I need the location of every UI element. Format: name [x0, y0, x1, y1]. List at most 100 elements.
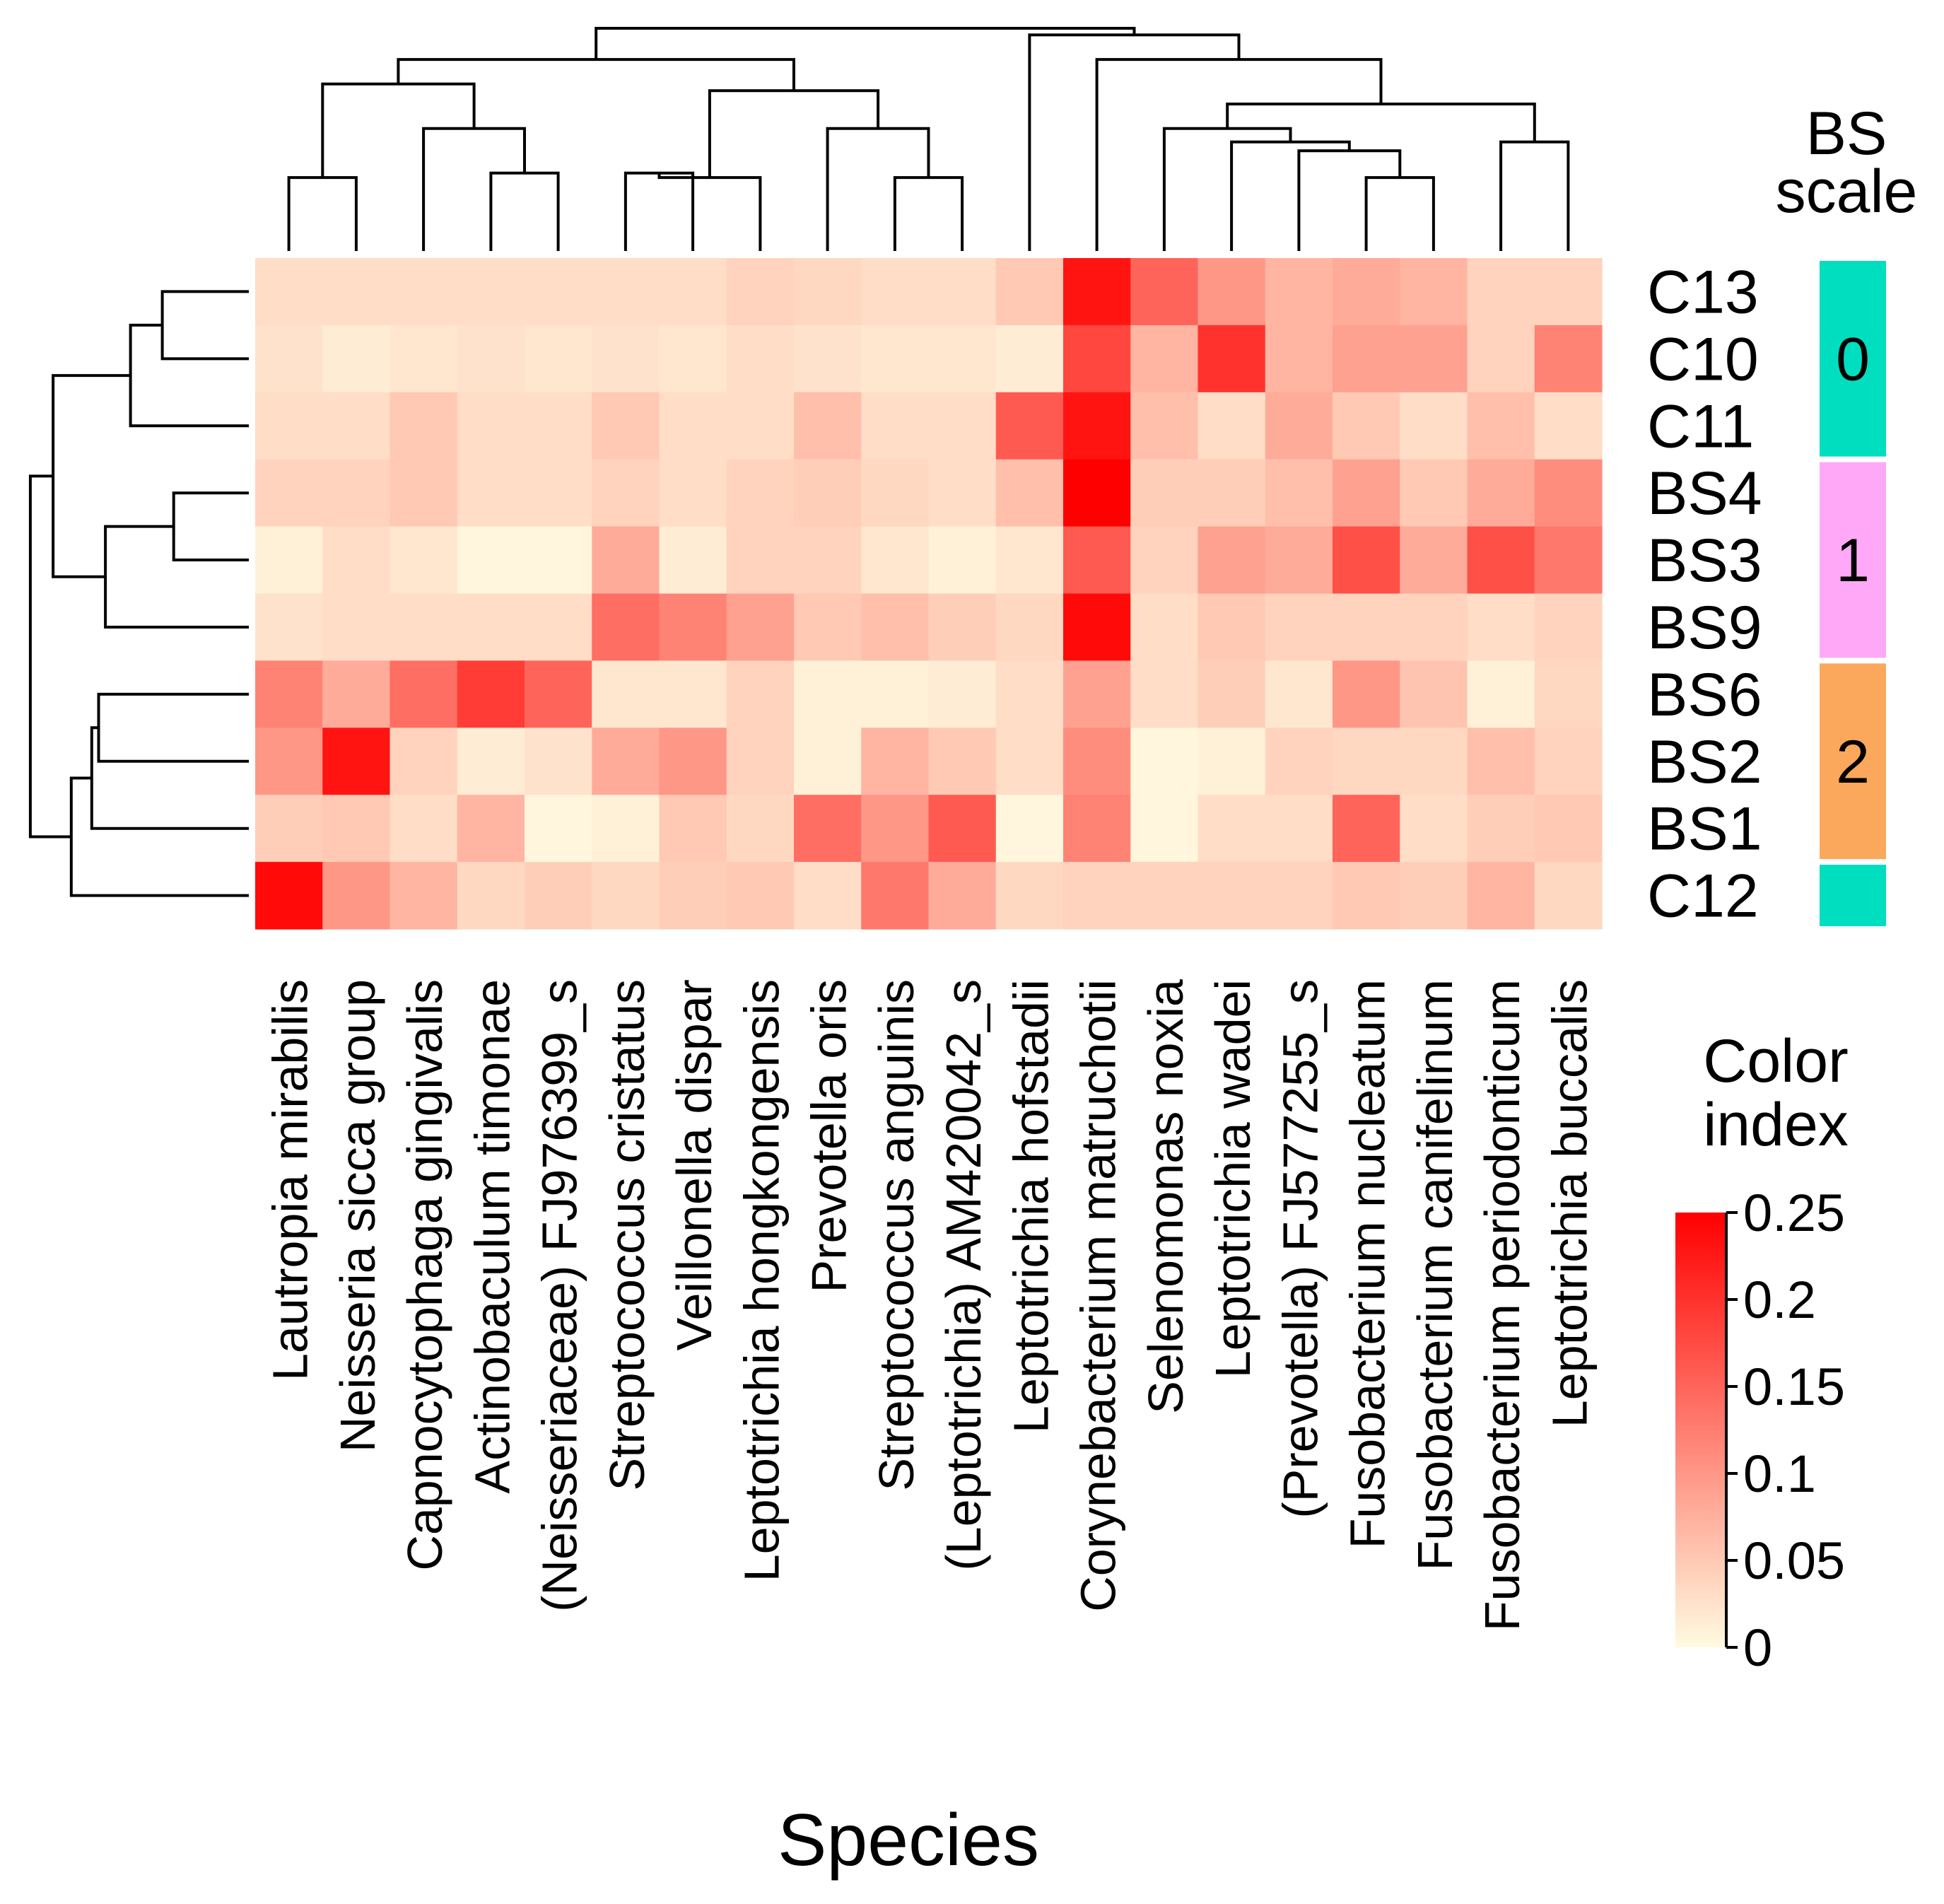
column-label-6: Veillonella dispar	[667, 979, 722, 1350]
heatmap-cell-c10-15	[1265, 325, 1333, 393]
heatmap-cell-bs1-10	[928, 795, 997, 863]
heatmap-cell-c12-3	[457, 862, 525, 930]
row-dendrogram	[28, 290, 249, 897]
column-label-7: Leptotrichia hongkongensis	[734, 979, 789, 1582]
col-dendrogram-branch-14	[1499, 140, 1570, 251]
column-label-3: Actinobaculum timonae	[464, 979, 520, 1494]
column-label-13: Selenomonas noxia	[1138, 979, 1193, 1414]
heatmap-cell-c11-2	[390, 392, 458, 460]
heatmap-cell-c13-13	[1130, 258, 1199, 326]
colorbar-title-line2: index	[1703, 1091, 1849, 1159]
heatmap-cell-c10-1	[322, 325, 391, 393]
heatmap-cell-bs6-9	[861, 660, 930, 728]
heatmap-cell-bs3-5	[592, 526, 660, 595]
column-labels: Lautropia mirabilis Neisseria sicca group…	[263, 979, 1598, 1631]
heatmap-cell-c13-10	[928, 258, 997, 326]
row-label-bs2: BS2	[1647, 728, 1762, 796]
row-dendrogram-branch-5	[97, 692, 249, 763]
heatmap-cell-c13-12	[1063, 258, 1131, 326]
heatmap-cell-bs9-15	[1265, 593, 1333, 661]
heatmap-cell-bs9-14	[1198, 593, 1266, 661]
heatmap-cell-bs1-1	[322, 795, 391, 863]
heatmap-cell-c11-8	[794, 392, 862, 460]
heatmap-cell-bs3-6	[659, 526, 727, 595]
heatmap-cell-bs9-6	[659, 593, 727, 661]
heatmap-cell-bs1-14	[1198, 795, 1266, 863]
heatmap-cell-bs6-12	[1063, 660, 1131, 728]
heatmap-cell-c13-3	[457, 258, 525, 326]
heatmap-cell-c12-4	[525, 862, 592, 930]
colorbar-title-line1: Color	[1703, 1027, 1849, 1095]
heatmap-cell-c13-16	[1333, 258, 1400, 326]
bs-scale-segment-1	[1820, 462, 1886, 658]
heatmap-cell-bs1-15	[1265, 795, 1333, 863]
heatmap-cell-c12-14	[1198, 862, 1266, 930]
heatmap-cell-c11-18	[1467, 392, 1535, 460]
heatmap-cell-bs6-17	[1400, 660, 1468, 728]
heatmap-cell-bs1-16	[1333, 795, 1400, 863]
col-dendrogram-branch-3	[321, 82, 476, 178]
column-label-2: Capnocytophaga gingivalis	[397, 979, 452, 1571]
heatmap-cell-c12-19	[1534, 862, 1603, 930]
heatmap-cell-c11-4	[525, 392, 592, 460]
bs-scale-legend: BS scale	[1776, 100, 1918, 226]
heatmap-cell-bs4-9	[861, 459, 930, 527]
heatmap-cell-bs3-12	[1063, 526, 1131, 595]
heatmap-cell-bs9-0	[255, 593, 323, 661]
heatmap-cell-bs1-17	[1400, 795, 1468, 863]
colorbar-tick-label-5: 0.25	[1743, 1184, 1845, 1242]
color-index-legend: Color index 0 0.05 0.1 0.15 0.2 0.25	[1675, 1027, 1849, 1677]
heatmap-cell-c12-8	[794, 862, 862, 930]
heatmap-cell-c10-2	[390, 325, 458, 393]
heatmap-cell-c11-13	[1130, 392, 1199, 460]
heatmap-cell-c12-10	[928, 862, 997, 930]
col-dendrogram-branch-0	[287, 176, 358, 251]
col-dendrogram-branch-5	[657, 173, 762, 251]
colorbar-tick-label-0: 0	[1743, 1618, 1772, 1677]
heatmap-cell-c13-18	[1467, 258, 1535, 326]
heatmap-cell-c12-9	[861, 862, 930, 930]
heatmap-cell-c10-13	[1130, 325, 1199, 393]
heatmap-cell-c12-1	[322, 862, 391, 930]
bs-scale-title-line1: BS	[1806, 100, 1887, 168]
heatmap-cell-c10-7	[726, 325, 795, 393]
heatmap-cell-bs6-15	[1265, 660, 1333, 728]
row-dendrogram-branch-6	[90, 726, 249, 830]
heatmap-cell-bs4-10	[928, 459, 997, 527]
row-label-c13: C13	[1647, 258, 1759, 326]
heatmap-cell-bs9-7	[726, 593, 795, 661]
heatmap-cell-c12-6	[659, 862, 727, 930]
column-label-14: Leptotrichia wadei	[1205, 979, 1260, 1378]
heatmap-cell-c11-10	[928, 392, 997, 460]
heatmap-cell-bs6-1	[322, 660, 391, 728]
heatmap-cell-c12-11	[995, 862, 1064, 930]
heatmap-cell-c10-3	[457, 325, 525, 393]
row-dendrogram-branch-2	[129, 323, 249, 428]
heatmap-cell-bs9-16	[1333, 593, 1400, 661]
bs-scale-label-0: 0	[1836, 325, 1870, 393]
heatmap-cell-c13-19	[1534, 258, 1603, 326]
row-dendrogram-branch-8	[28, 474, 71, 839]
bs-scale-segment-0	[1820, 261, 1886, 457]
row-dendrogram-branch-3	[104, 525, 249, 629]
heatmap-cell-bs3-8	[794, 526, 862, 595]
heatmap-cell-bs1-8	[794, 795, 862, 863]
heatmap-cell-c13-4	[525, 258, 592, 326]
column-label-9: Streptococcus anguinis	[869, 979, 924, 1491]
heatmap-cell-bs9-17	[1400, 593, 1468, 661]
heatmap-cell-bs1-18	[1467, 795, 1535, 863]
heatmap-cell-c10-16	[1333, 325, 1400, 393]
heatmap-cell-bs4-2	[390, 459, 458, 527]
heatmap-cell-c10-14	[1198, 325, 1266, 393]
x-axis-title: Species	[778, 1799, 1039, 1881]
heatmap-cell-bs4-16	[1333, 459, 1400, 527]
heatmap-cell-bs4-7	[726, 459, 795, 527]
heatmap-cell-bs3-4	[525, 526, 592, 595]
heatmap-cell-c12-2	[390, 862, 458, 930]
heatmap-cell-bs2-0	[255, 728, 323, 795]
col-dendrogram-branch-18	[595, 27, 1136, 60]
heatmap-cell-c12-15	[1265, 862, 1333, 930]
heatmap-cell-bs1-5	[592, 795, 660, 863]
heatmap-cell-bs4-19	[1534, 459, 1603, 527]
heatmap-cell-bs6-7	[726, 660, 795, 728]
